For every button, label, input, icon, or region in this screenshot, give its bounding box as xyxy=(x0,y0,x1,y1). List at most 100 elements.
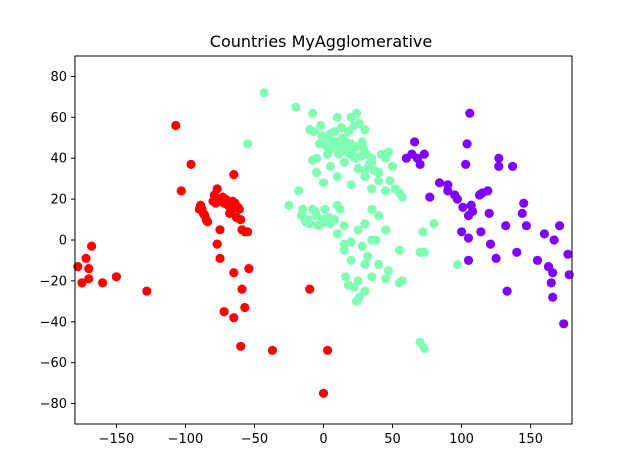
scatter-point-purple-5 xyxy=(419,149,429,159)
scatter-point-purple-2 xyxy=(410,137,420,147)
scatter-point-red-6 xyxy=(98,278,108,288)
scatter-point-green-119 xyxy=(371,235,381,245)
scatter-point-red-38 xyxy=(236,215,246,225)
scatter-point-green-61 xyxy=(336,123,346,133)
y-tick-label: −20 xyxy=(40,274,67,289)
scatter-point-green-126 xyxy=(452,259,462,270)
y-tick-label: 80 xyxy=(50,70,67,85)
x-tick-label: 0 xyxy=(319,432,327,447)
x-tick-label: −150 xyxy=(99,432,135,447)
scatter-point-red-53 xyxy=(323,345,333,355)
scatter-point-green-82 xyxy=(397,192,407,202)
scatter-point-green-69 xyxy=(346,180,356,190)
scatter-point-red-50 xyxy=(244,264,254,274)
scatter-point-red-52 xyxy=(305,284,315,294)
scatter-point-green-90 xyxy=(339,221,349,231)
scatter-point-green-104 xyxy=(346,255,356,265)
scatter-point-red-51 xyxy=(267,345,277,355)
scatter-point-green-85 xyxy=(370,165,380,176)
scatter-point-green-2 xyxy=(243,139,253,149)
x-axis: −150 −100 −50 0 50 100 150 xyxy=(99,424,543,447)
scatter-point-green-70 xyxy=(353,163,363,173)
scatter-point-red-37 xyxy=(234,204,244,214)
scatter-point-green-4 xyxy=(294,186,304,196)
scatter-point-red-43 xyxy=(215,253,225,263)
scatter-point-green-16 xyxy=(320,204,330,214)
scatter-point-red-42 xyxy=(212,239,222,249)
scatter-point-green-9 xyxy=(305,219,315,229)
scatter-point-green-75 xyxy=(387,161,398,171)
scatter-point-green-114 xyxy=(397,276,407,286)
scatter-point-green-24 xyxy=(309,127,319,137)
scatter-point-red-11 xyxy=(186,159,196,169)
scatter-point-purple-4 xyxy=(415,159,425,169)
scatter-point-red-8 xyxy=(142,286,152,296)
scatter-point-purple-26 xyxy=(484,208,494,218)
scatter-point-green-31 xyxy=(323,149,333,159)
x-tick-label: 50 xyxy=(384,432,401,447)
scatter-point-green-111 xyxy=(381,274,391,284)
scatter-point-red-9 xyxy=(171,120,181,131)
scatter-point-purple-45 xyxy=(555,221,565,231)
scatter-point-red-45 xyxy=(229,268,239,278)
scatter-point-purple-21 xyxy=(468,206,478,216)
scatter-point-green-117 xyxy=(341,272,351,282)
scatter-point-green-23 xyxy=(307,108,318,118)
scatter-point-purple-37 xyxy=(521,221,532,231)
scatter-point-red-41 xyxy=(243,227,253,237)
scatter-point-red-2 xyxy=(81,253,91,263)
scatter-point-green-110 xyxy=(374,259,384,270)
scatter-point-green-98 xyxy=(381,225,391,235)
scatter-point-red-7 xyxy=(111,272,121,282)
y-tick-label: 0 xyxy=(59,234,67,249)
scatter-point-red-49 xyxy=(240,302,250,313)
scatter-point-purple-46 xyxy=(559,319,569,329)
scatter-point-purple-16 xyxy=(463,233,474,243)
y-axis: −80 −60 −40 −20 0 20 40 60 80 xyxy=(40,70,75,412)
scatter-point-red-18 xyxy=(202,217,213,227)
scatter-point-green-107 xyxy=(354,292,364,302)
scatter-point-red-24 xyxy=(215,225,225,235)
scatter-point-green-108 xyxy=(360,286,370,296)
scatter-point-purple-15 xyxy=(462,139,472,149)
scatter-point-green-94 xyxy=(353,225,363,235)
scatter-point-green-93 xyxy=(346,237,356,247)
scatter-point-green-88 xyxy=(360,165,370,176)
scatter-point-red-54 xyxy=(318,388,329,398)
scatter-point-purple-34 xyxy=(512,247,522,257)
scatter-point-green-67 xyxy=(332,172,342,182)
scatter-point-green-3 xyxy=(284,200,294,210)
scatter-point-red-3 xyxy=(84,264,94,274)
scatter-point-purple-23 xyxy=(476,227,486,237)
scatter-point-purple-42 xyxy=(548,268,558,278)
y-tick-label: 20 xyxy=(50,193,67,208)
scatter-point-purple-30 xyxy=(494,161,504,171)
scatter-point-green-124 xyxy=(419,247,429,257)
scatter-point-green-76 xyxy=(367,184,377,194)
scatter-point-green-97 xyxy=(374,210,384,221)
points-layer xyxy=(73,88,574,398)
scatter-point-green-112 xyxy=(383,266,393,276)
y-tick-label: −80 xyxy=(40,397,67,412)
y-tick-label: −40 xyxy=(40,315,67,330)
scatter-point-green-6 xyxy=(298,204,308,214)
scatter-point-green-95 xyxy=(360,219,370,229)
scatter-point-green-12 xyxy=(312,210,322,221)
scatter-point-red-10 xyxy=(176,186,186,196)
scatter-point-purple-41 xyxy=(546,278,556,288)
scatter-point-purple-47 xyxy=(563,249,573,259)
plot-frame xyxy=(74,55,573,425)
scatter-point-green-99 xyxy=(357,241,367,251)
scatter-point-purple-12 xyxy=(457,227,467,237)
scatter-point-red-48 xyxy=(237,284,247,294)
scatter-point-green-64 xyxy=(312,167,322,178)
scatter-point-red-5 xyxy=(87,241,97,251)
scatter-point-green-21 xyxy=(335,204,345,214)
scatter-point-green-78 xyxy=(381,186,391,196)
scatter-point-purple-33 xyxy=(507,161,518,171)
scatter-point-green-118 xyxy=(339,245,349,255)
scatter-point-green-91 xyxy=(332,229,342,239)
scatter-point-red-1 xyxy=(77,278,87,288)
scatter-point-purple-39 xyxy=(539,229,550,239)
